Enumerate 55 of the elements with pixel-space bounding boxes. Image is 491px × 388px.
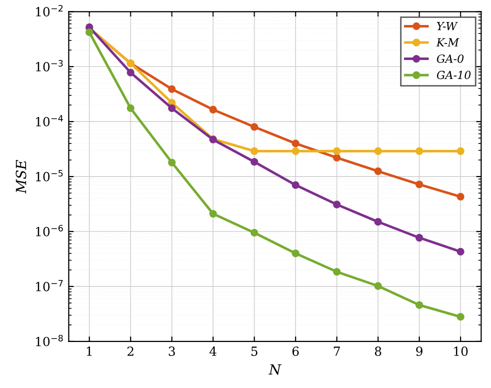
point [209, 106, 217, 114]
x-axis-title: N [268, 364, 282, 375]
point [168, 158, 176, 166]
y-tick-label: 10$^{−6}$ [36, 224, 63, 236]
point [292, 140, 300, 148]
legend-label: K-M [436, 38, 460, 46]
point [168, 104, 176, 112]
legend-label: GA-0 [436, 54, 464, 63]
y-tick-label: 10$^{−5}$ [36, 170, 63, 182]
point [415, 234, 424, 242]
point [374, 282, 382, 290]
x-tick-label: 2 [127, 346, 134, 356]
legend-label: GA-10 [436, 70, 471, 80]
point [374, 218, 382, 226]
point [250, 123, 258, 131]
point [292, 147, 300, 155]
point [292, 181, 300, 189]
point [415, 147, 424, 155]
point [86, 28, 94, 36]
x-tick-label: 8 [374, 346, 382, 356]
point [333, 268, 341, 276]
point [292, 250, 300, 258]
y-tick-label: 10$^{−4}$ [36, 115, 63, 126]
point [333, 200, 341, 208]
x-tick-label: 7 [334, 346, 340, 356]
y-tick-label: 10$^{−8}$ [36, 334, 63, 346]
point [126, 68, 134, 76]
x-tick-label: 10 [454, 346, 468, 356]
point [333, 154, 341, 162]
point [250, 228, 258, 237]
point [415, 180, 424, 188]
point [456, 313, 464, 321]
point [333, 147, 341, 155]
point [250, 158, 258, 166]
point [209, 210, 217, 218]
point [456, 248, 464, 256]
y-tick-label: 10$^{−3}$ [36, 60, 63, 72]
y-tick-label: 10$^{−2}$ [36, 5, 63, 16]
y-axis-title: MSE [16, 160, 26, 194]
point [374, 147, 382, 155]
point [456, 147, 464, 155]
legend-label: Y-W [436, 22, 458, 30]
x-tick-label: 5 [251, 346, 258, 356]
point [456, 192, 464, 201]
x-tick-label: 6 [292, 346, 299, 356]
x-tick-label: 4 [210, 346, 216, 356]
point [126, 104, 134, 112]
point [374, 167, 382, 176]
x-tick-label: 1 [86, 346, 92, 356]
point [168, 85, 176, 93]
y-tick-label: 10$^{−7}$ [36, 280, 63, 292]
x-tick-label: 9 [416, 346, 422, 356]
x-tick-label: 3 [168, 346, 175, 356]
point [250, 147, 258, 155]
point [415, 301, 424, 309]
